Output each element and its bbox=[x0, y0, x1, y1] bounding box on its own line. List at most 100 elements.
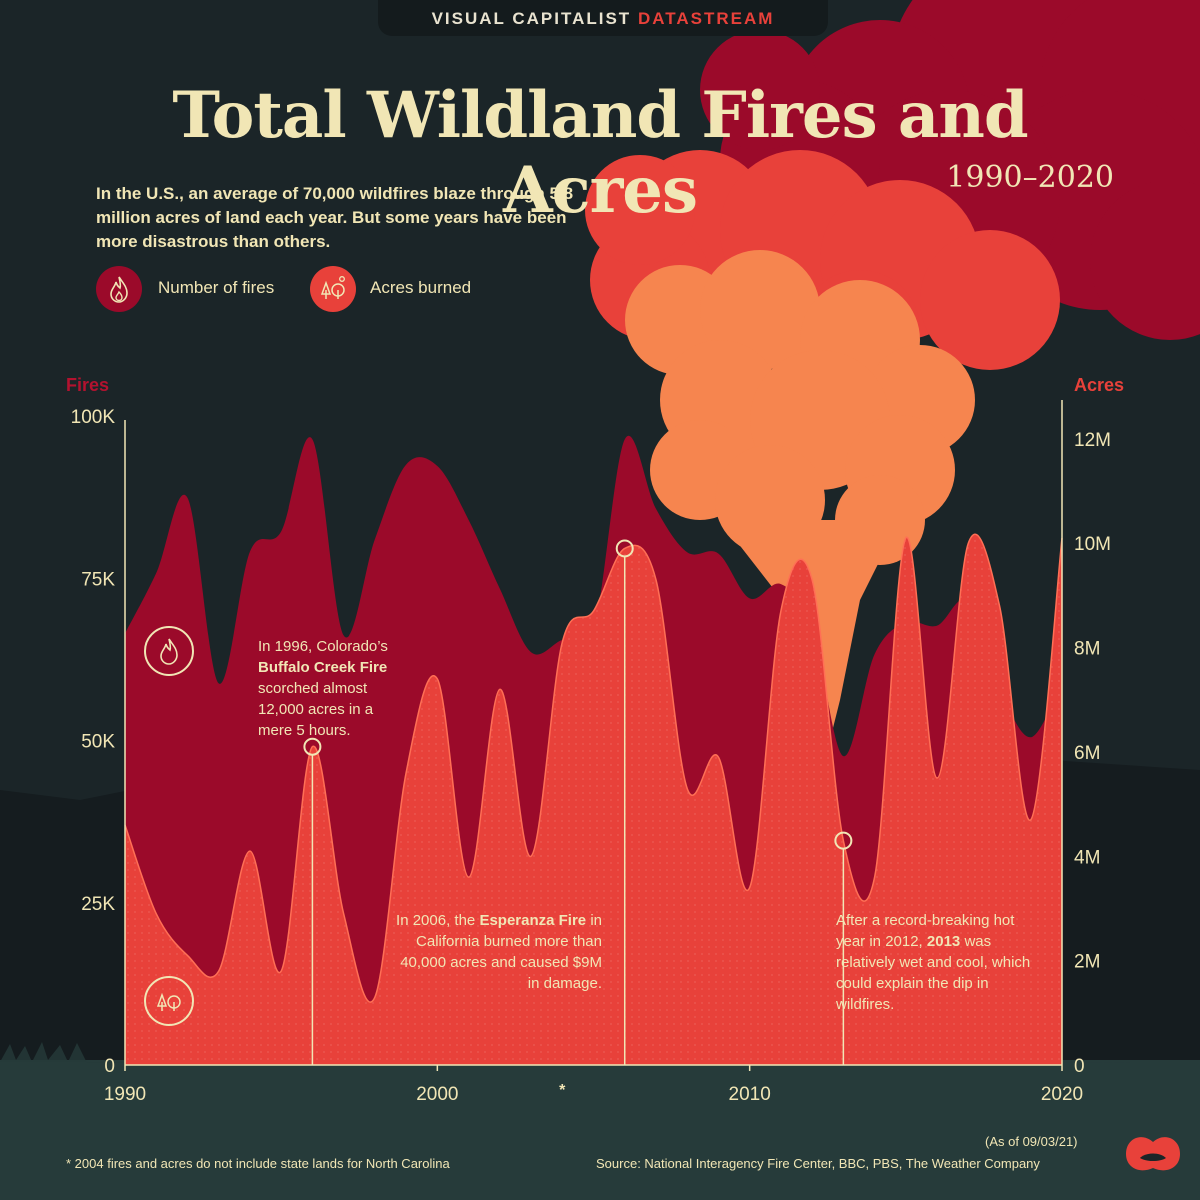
fires-point-2019 bbox=[1029, 735, 1033, 739]
acres-line bbox=[124, 533, 1063, 1003]
acres-point-2017 bbox=[966, 541, 970, 545]
axes: 0 25K 50K 75K 100K 0 2M 4M 6M 8M 10M 12M 1990 2000 201… bbox=[71, 400, 1111, 1105]
right-tick-label: 4M bbox=[1074, 847, 1100, 868]
fires-point-2016 bbox=[935, 624, 939, 628]
acres-point-2015 bbox=[904, 536, 908, 540]
x-tick-label: 2000 bbox=[416, 1084, 458, 1105]
fires-point-2009 bbox=[716, 552, 720, 556]
annotation-2006-highlight: Esperanza Fire bbox=[479, 912, 587, 929]
fires-point-2008 bbox=[685, 550, 689, 554]
left-tick-label: 50K bbox=[81, 732, 115, 753]
annotation-marker-2006 bbox=[615, 539, 634, 558]
annotation-1996: In 1996, Colorado’s Buffalo Creek Fire s… bbox=[258, 636, 408, 741]
fires-area-badge bbox=[144, 626, 194, 676]
annotation-marker-2013 bbox=[834, 831, 853, 850]
annotation-2006-text-end: in California burned more than 40,000 ac… bbox=[400, 912, 602, 992]
left-tick-label: 100K bbox=[71, 407, 116, 428]
fires-point-1991 bbox=[154, 571, 158, 575]
brand-banner: VISUAL CAPITALIST DATASTREAM bbox=[378, 0, 828, 36]
right-tick-label: 2M bbox=[1074, 952, 1100, 973]
ground bbox=[0, 1060, 1200, 1200]
legend-fires-label: Number of fires bbox=[158, 278, 275, 297]
fires-point-2003 bbox=[529, 650, 533, 654]
acres-point-2018 bbox=[998, 604, 1002, 608]
footnote: * 2004 fires and acres do not include st… bbox=[66, 1156, 450, 1171]
fire-icon bbox=[160, 638, 178, 665]
right-tick-label: 0 bbox=[1074, 1056, 1085, 1077]
fires-point-2011 bbox=[779, 582, 783, 586]
acres-point-2012 bbox=[810, 578, 814, 582]
left-tick-label: 75K bbox=[81, 569, 115, 590]
legend-acres-label: Acres burned bbox=[370, 278, 472, 297]
x-footnote-marker: * bbox=[559, 1082, 566, 1099]
acres-area-badge bbox=[144, 976, 194, 1026]
annotation-1996-text: In 1996, Colorado’s bbox=[258, 638, 388, 655]
right-tick-label: 10M bbox=[1074, 534, 1111, 555]
fire-icon bbox=[110, 276, 128, 303]
left-tick-label: 25K bbox=[81, 894, 115, 915]
fires-point-1999 bbox=[404, 463, 408, 467]
fires-point-2007 bbox=[654, 507, 658, 511]
acres-point-2005 bbox=[592, 609, 596, 613]
fires-point-2002 bbox=[498, 587, 502, 591]
acres-point-2016 bbox=[935, 776, 939, 780]
annotation-2013-text-end: was relatively wet and cool, which could… bbox=[836, 933, 1031, 1013]
annotation-marker-1996 bbox=[303, 737, 322, 756]
acres-point-2008 bbox=[685, 786, 689, 790]
fires-point-1992 bbox=[185, 496, 189, 500]
acres-point-1992 bbox=[185, 953, 189, 957]
acres-point-1997 bbox=[342, 912, 346, 916]
acres-point-1996 bbox=[310, 745, 314, 749]
acres-point-2019 bbox=[1029, 818, 1033, 822]
annotation-2006: In 2006, the Esperanza Fire in Californi… bbox=[390, 910, 602, 994]
year-range: 1990–2020 bbox=[946, 160, 1114, 195]
acres-point-2001 bbox=[467, 875, 471, 879]
source-credit: Source: National Interagency Fire Center… bbox=[596, 1156, 1040, 1171]
acres-point-1994 bbox=[248, 849, 252, 853]
smoke-cloud bbox=[585, 0, 1200, 760]
fires-point-2010 bbox=[748, 596, 752, 600]
acres-point-2002 bbox=[498, 687, 502, 691]
trees-icon bbox=[156, 992, 181, 1011]
page-title: Total Wildland Fires and Acres bbox=[172, 78, 1028, 228]
acres-point-1999 bbox=[404, 771, 408, 775]
visual-capitalist-logo bbox=[1126, 1137, 1180, 1171]
acres-point-2007 bbox=[654, 578, 658, 582]
annotation-2013: After a record-breaking hot year in 2012… bbox=[836, 910, 1032, 1015]
annotation-1996-text-end: scorched almost 12,000 acres in a mere 5… bbox=[258, 680, 374, 739]
annotation-markers bbox=[303, 539, 853, 1065]
acres-point-2004 bbox=[560, 640, 564, 644]
x-tick-label: 2010 bbox=[729, 1084, 771, 1105]
annotation-2013-highlight: 2013 bbox=[926, 933, 961, 950]
fires-point-2013 bbox=[841, 754, 845, 758]
legend-fires-swatch bbox=[96, 266, 142, 312]
left-axis-title: Fires bbox=[66, 375, 110, 395]
acres-point-1993 bbox=[217, 969, 221, 973]
right-tick-label: 8M bbox=[1074, 639, 1100, 660]
acres-point-1991 bbox=[154, 912, 158, 916]
brand-accent: DATASTREAM bbox=[637, 9, 775, 28]
acres-point-2014 bbox=[873, 875, 877, 879]
fires-point-2000 bbox=[435, 464, 439, 468]
right-tick-label: 6M bbox=[1074, 743, 1100, 764]
acres-point-2000 bbox=[435, 677, 439, 681]
acres-point-2013 bbox=[841, 839, 845, 843]
x-tick-label: 2020 bbox=[1041, 1084, 1083, 1105]
acres-point-2006 bbox=[623, 546, 627, 550]
annotation-1996-highlight: Buffalo Creek Fire bbox=[258, 659, 388, 676]
annotation-2013-text: After a record-breaking hot year in 2012… bbox=[836, 912, 1015, 950]
acres-point-1995 bbox=[279, 969, 283, 973]
intro-text: In the U.S., an average of 70,000 wildfi… bbox=[96, 184, 574, 251]
acres-series bbox=[124, 533, 1063, 1065]
fires-point-1994 bbox=[248, 550, 252, 554]
legend-acres-swatch bbox=[310, 266, 356, 312]
acres-texture bbox=[125, 534, 1062, 1065]
trees-icon bbox=[320, 276, 345, 299]
fires-point-1993 bbox=[217, 681, 221, 685]
fires-point-1998 bbox=[373, 537, 377, 541]
right-axis-title: Acres bbox=[1074, 375, 1125, 395]
fires-point-2014 bbox=[873, 652, 877, 656]
fires-point-1995 bbox=[279, 530, 283, 534]
acres-point-1998 bbox=[373, 995, 377, 999]
